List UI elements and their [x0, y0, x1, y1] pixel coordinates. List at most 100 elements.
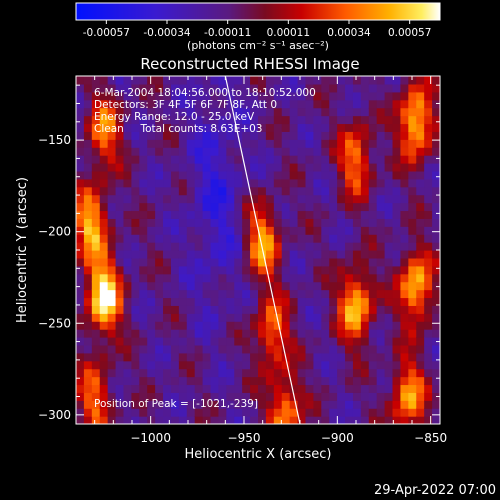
heatmap-cell — [408, 352, 417, 362]
heatmap-cell — [329, 337, 338, 346]
heatmap-cell — [360, 91, 370, 101]
heatmap-cell — [202, 99, 212, 109]
heatmap-cell — [234, 329, 243, 338]
heatmap-cell — [297, 163, 307, 172]
heatmap-cell — [313, 170, 322, 180]
heatmap-cell — [123, 170, 132, 180]
heatmap-cell — [91, 368, 101, 378]
heatmap-cell — [400, 194, 409, 204]
heatmap-cell — [305, 416, 314, 424]
heatmap-cell — [202, 384, 212, 393]
heatmap-cell — [258, 313, 267, 322]
heatmap-cell — [376, 321, 386, 330]
heatmap-cell — [329, 155, 338, 164]
heatmap-cell — [368, 202, 378, 212]
colorbar-tick-label: -0.00057 — [83, 27, 130, 39]
heatmap-cell — [91, 170, 101, 180]
heatmap-cell — [147, 218, 156, 227]
heatmap-cell — [178, 360, 188, 370]
heatmap-cell — [186, 99, 196, 109]
heatmap-cell — [368, 344, 378, 354]
heatmap-cell — [202, 257, 212, 267]
heatmap-cell — [352, 210, 362, 219]
heatmap-cell — [250, 163, 259, 172]
heatmap-cell — [258, 76, 267, 85]
heatmap-cell — [234, 242, 243, 251]
heatmap-cell — [178, 257, 188, 267]
heatmap-cell — [242, 376, 251, 386]
heatmap-cell — [83, 257, 93, 267]
heatmap-cell — [202, 131, 212, 140]
heatmap-cell — [163, 76, 172, 85]
heatmap-cell — [313, 139, 322, 148]
heatmap-cell — [226, 384, 235, 393]
heatmap-cell — [345, 76, 354, 85]
heatmap-cell — [123, 226, 132, 235]
heatmap-cell — [202, 368, 212, 378]
heatmap-cell — [352, 186, 362, 196]
heatmap-cell — [376, 360, 386, 370]
heatmap-cell — [178, 305, 188, 314]
heatmap-cell — [186, 218, 196, 227]
heatmap-cell — [313, 218, 322, 227]
heatmap-cell — [297, 210, 307, 219]
colorbar-gradient — [75, 2, 441, 21]
heatmap-cell — [392, 337, 402, 346]
heatmap-cell — [408, 178, 417, 188]
heatmap-cell — [155, 147, 164, 156]
heatmap-cell — [234, 313, 243, 322]
heatmap-cell — [83, 91, 93, 101]
heatmap-cell — [305, 297, 314, 306]
heatmap-cell — [139, 257, 148, 267]
heatmap-cell — [265, 170, 275, 180]
heatmap-cell — [91, 91, 101, 101]
heatmap-cell — [163, 194, 172, 204]
heatmap-cell — [170, 178, 180, 188]
heatmap-cell — [218, 242, 227, 251]
heatmap-cell — [131, 321, 140, 330]
heatmap-cell — [281, 242, 291, 251]
heatmap-cell — [392, 281, 402, 291]
heatmap-cell — [321, 91, 330, 101]
heatmap-cell — [376, 400, 386, 409]
heatmap-cell — [313, 352, 322, 362]
heatmap-cell — [352, 250, 362, 259]
heatmap-cell — [258, 234, 267, 243]
heatmap-cell — [107, 194, 117, 204]
heatmap-cell — [352, 139, 362, 148]
heatmap-cell — [76, 115, 85, 125]
heatmap-cell — [400, 376, 409, 386]
heatmap-cell — [147, 123, 156, 132]
heatmap-cell — [313, 392, 322, 401]
heatmap-cell — [178, 155, 188, 164]
heatmap-cell — [313, 99, 322, 109]
heatmap-cell — [107, 123, 117, 132]
heatmap-cell — [186, 281, 196, 291]
heatmap-cell — [384, 376, 394, 386]
heatmap-cell — [313, 115, 322, 125]
heatmap-cell — [352, 273, 362, 283]
heatmap-cell — [131, 313, 140, 322]
heatmap-cell — [178, 344, 188, 354]
heatmap-cell — [432, 368, 440, 378]
colorbar: -0.00057 -0.00034 -0.00011 0.00011 0.00034 0.… — [75, 2, 441, 52]
heatmap-cell — [368, 360, 378, 370]
heatmap-cell — [242, 234, 251, 243]
heatmap-cell — [313, 226, 322, 235]
heatmap-cell — [258, 131, 267, 140]
heatmap-cell — [408, 242, 417, 251]
heatmap-cell — [107, 155, 117, 164]
heatmap-cell — [178, 218, 188, 227]
heatmap-cell — [400, 115, 409, 125]
heatmap-cell — [432, 352, 440, 362]
heatmap-cell — [321, 408, 330, 417]
heatmap-cell — [186, 242, 196, 251]
heatmap-cell — [305, 337, 314, 346]
heatmap-cell — [345, 91, 354, 101]
heatmap-cell — [147, 376, 156, 386]
heatmap-cell — [147, 281, 156, 291]
heatmap-cell — [289, 368, 299, 378]
heatmap-cell — [424, 384, 433, 393]
heatmap-cell — [99, 337, 109, 346]
heatmap-cell — [265, 329, 275, 338]
